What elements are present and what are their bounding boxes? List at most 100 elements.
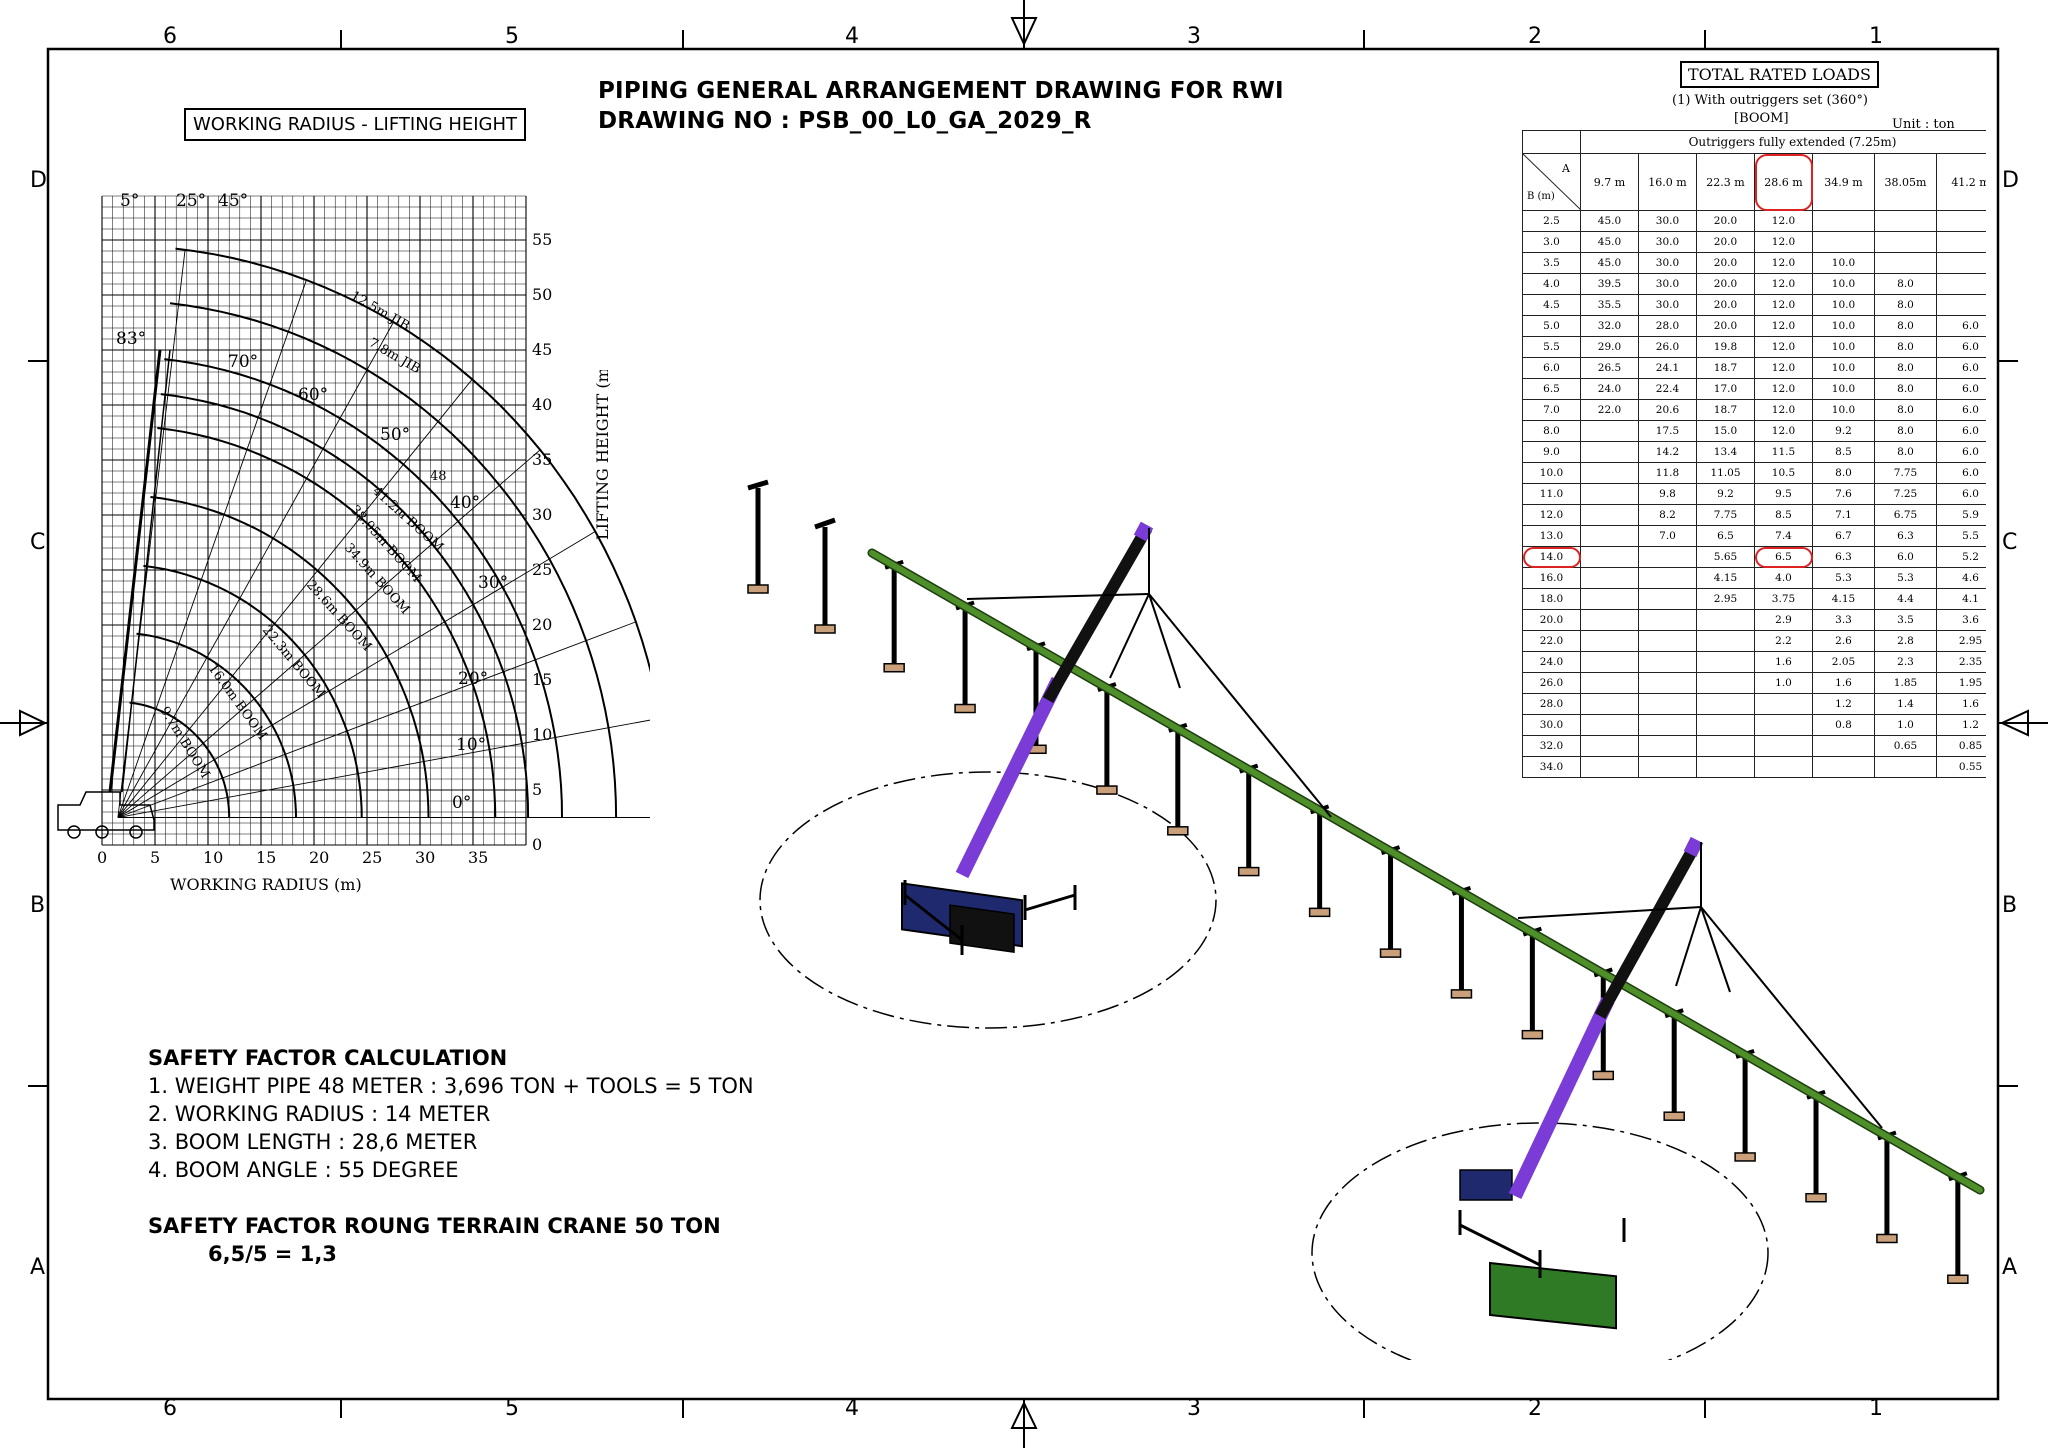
load-table-radius-cell: 6.0 <box>1522 357 1581 379</box>
load-table-boom-length-header: 22.3 m <box>1696 153 1755 211</box>
load-table-load-cell: 0.8 <box>1812 714 1875 736</box>
centering-mark-top <box>1010 0 1038 49</box>
load-table-load-cell: 18.7 <box>1696 357 1755 379</box>
range-chart-x-tick: 30 <box>415 848 435 867</box>
crane-2-swing-radius <box>1311 1122 1769 1360</box>
load-table-row: 4.0 39.5 30.0 20.0 12.0 10.0 8.0 <box>1522 273 1986 295</box>
load-table-load-cell <box>1935 273 1986 295</box>
safety-item-boom-length: 3. BOOM LENGTH : 28,6 METER <box>148 1130 478 1154</box>
zone-column-1-top: 1 <box>1869 24 1883 49</box>
range-chart-y-tick: 55 <box>532 230 552 249</box>
load-table-corner-top <box>1522 130 1581 154</box>
load-table-load-cell: 26.5 <box>1580 357 1639 379</box>
zone-row-d-left: D <box>30 168 47 193</box>
range-chart-boom-label: 16.0m BOOM <box>205 662 270 743</box>
safety-item-radius: 2. WORKING RADIUS : 14 METER <box>148 1102 491 1126</box>
load-table-row: 3.5 45.0 30.0 20.0 12.0 10.0 <box>1522 252 1986 274</box>
load-table-load-cell: 45.0 <box>1580 231 1639 253</box>
load-table-load-cell: 12.0 <box>1754 210 1813 232</box>
range-chart-angle-label: 0° <box>452 793 471 813</box>
load-table-load-cell: 20.0 <box>1696 252 1755 274</box>
load-table-load-cell: 10.0 <box>1812 294 1875 316</box>
load-table-load-cell: 12.0 <box>1754 231 1813 253</box>
load-table-load-cell: 24.1 <box>1638 357 1697 379</box>
range-chart-x-tick: 25 <box>362 848 382 867</box>
range-chart-y-ticks: 0 5 10 15 20 25 30 35 40 45 50 55 <box>532 230 552 854</box>
load-table-load-cell: 4.15 <box>1812 588 1875 610</box>
crane-1-rigging <box>966 528 1332 818</box>
load-table-load-cell: 12.0 <box>1754 336 1813 358</box>
load-table-boom-length-header: 41.2 m <box>1935 153 1986 211</box>
load-table-load-cell: 10.0 <box>1812 273 1875 295</box>
load-table-subtitle: (1) With outriggers set (360°) <box>1672 93 1868 108</box>
zone-column-3-top: 3 <box>1187 24 1201 49</box>
range-chart-title: WORKING RADIUS - LIFTING HEIGHT <box>184 108 527 141</box>
zone-column-1-bottom: 1 <box>1869 1396 1883 1421</box>
load-table-load-cell <box>1874 210 1937 232</box>
load-table-row: 30.0 0.8 1.0 1.2 <box>1522 714 1986 736</box>
drawing-title-block: PIPING GENERAL ARRANGEMENT DRAWING FOR R… <box>598 76 1284 136</box>
load-table-load-cell: 20.6 <box>1638 399 1697 421</box>
range-chart: 0 5 10 15 20 25 30 35 0 5 10 15 20 25 30 35 40 45 50 55 5°… <box>57 191 650 894</box>
range-chart-y-tick: 40 <box>532 395 552 414</box>
zone-row-a-left: A <box>30 1255 46 1280</box>
load-table-radius-cell: 4.5 <box>1522 294 1581 316</box>
load-table-boom-length-header: 28.6 m <box>1754 153 1813 211</box>
range-chart-x-label: WORKING RADIUS (m) <box>170 875 362 894</box>
load-table-load-cell: 28.0 <box>1638 315 1697 337</box>
centering-mark-bottom <box>1010 1399 1038 1448</box>
load-table-row: 16.0 4.15 4.0 5.3 5.3 4.6 <box>1522 567 1986 589</box>
load-table-load-cell: 22.0 <box>1580 399 1639 421</box>
load-table-row: 32.0 0.65 0.85 <box>1522 735 1986 757</box>
load-table-load-cell: 6.75 <box>1874 504 1937 526</box>
load-table-title: TOTAL RATED LOADS <box>1680 61 1879 88</box>
load-table-load-cell: 1.0 <box>1754 672 1813 694</box>
load-table-load-cell: 8.0 <box>1874 420 1937 442</box>
crane-truck-silhouette <box>57 349 171 839</box>
crane-2 <box>1458 836 1883 1330</box>
load-table-row: 9.0 14.2 13.4 11.5 8.5 8.0 6.0 <box>1522 441 1986 463</box>
load-table-load-cell: 10.0 <box>1812 357 1875 379</box>
load-table-radius-cell: 3.0 <box>1522 231 1581 253</box>
load-table-load-cell: 1.95 <box>1935 672 1986 694</box>
range-chart-boom-label: 48 <box>430 469 447 484</box>
spare-supports <box>747 479 836 634</box>
load-table-row: 5.5 29.0 26.0 19.8 12.0 10.0 8.0 6.0 <box>1522 336 1986 358</box>
load-table-radius-cell: 28.0 <box>1522 693 1581 715</box>
load-table-load-cell: 8.0 <box>1874 357 1937 379</box>
load-table-load-cell <box>1935 231 1986 253</box>
zone-column-4-top: 4 <box>845 24 859 49</box>
crane-1-carrier <box>901 880 1077 955</box>
load-table-row: 6.0 26.5 24.1 18.7 12.0 10.0 8.0 6.0 <box>1522 357 1986 379</box>
load-table-load-cell: 20.0 <box>1696 210 1755 232</box>
load-table-load-cell: 45.0 <box>1580 252 1639 274</box>
drawing-title: PIPING GENERAL ARRANGEMENT DRAWING FOR R… <box>598 78 1284 104</box>
range-chart-y-tick: 10 <box>532 725 552 744</box>
load-table-radius-cell: 7.0 <box>1522 399 1581 421</box>
load-table-corner: A B (m) <box>1522 153 1581 211</box>
load-table-load-cell: 10.0 <box>1812 336 1875 358</box>
load-table-load-cell: 8.0 <box>1874 315 1937 337</box>
safety-result-value: 6,5/5 = 1,3 <box>208 1242 337 1266</box>
load-table-load-cell: 6.7 <box>1812 525 1875 547</box>
range-chart-angle-label: 45° <box>218 191 248 211</box>
safety-heading: SAFETY FACTOR CALCULATION <box>148 1046 508 1070</box>
range-chart-angle-label: 83° <box>116 329 146 349</box>
load-table-load-cell: 12.0 <box>1754 252 1813 274</box>
safety-item-boom-angle: 4. BOOM ANGLE : 55 DEGREE <box>148 1158 459 1182</box>
load-table-load-cell: 2.35 <box>1935 651 1986 673</box>
load-table-load-cell: 5.5 <box>1935 525 1986 547</box>
load-table-load-cell: 10.0 <box>1812 315 1875 337</box>
load-table-load-cell: 26.0 <box>1638 336 1697 358</box>
range-chart-angle-label: 70° <box>228 352 258 372</box>
load-table-row: 6.5 24.0 22.4 17.0 12.0 10.0 8.0 6.0 <box>1522 378 1986 400</box>
range-chart-x-tick: 10 <box>203 848 223 867</box>
load-table-load-cell <box>1935 252 1986 274</box>
pipe-supports <box>883 559 1969 1285</box>
crane-1-swing-radius <box>759 771 1217 1029</box>
range-chart-curves <box>117 247 650 818</box>
load-table-radius-cell: 30.0 <box>1522 714 1581 736</box>
zone-row-b-right: B <box>2002 893 2018 918</box>
load-table-radius-cell: 2.5 <box>1522 210 1581 232</box>
load-table-load-cell: 2.95 <box>1935 630 1986 652</box>
